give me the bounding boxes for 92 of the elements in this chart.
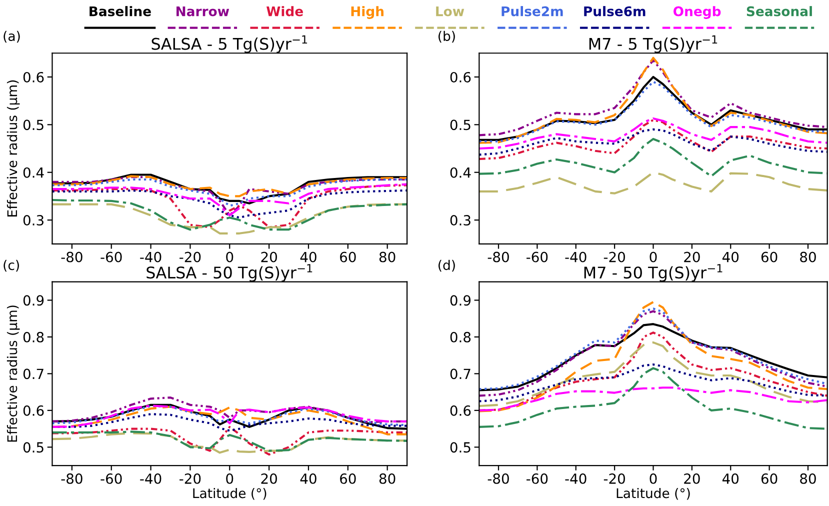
y-tick-label: 0.6 <box>450 72 471 82</box>
text: Narrow <box>176 6 230 16</box>
line-series <box>52 184 408 228</box>
y-axis-title: Effective radius (μm) <box>6 80 20 216</box>
x-tick-label: -40 <box>140 252 162 262</box>
line-series <box>479 386 828 412</box>
text: Wide <box>266 6 303 16</box>
x-tick-label: -60 <box>526 252 548 262</box>
x-tick-label: 40 <box>722 473 739 484</box>
chart-title: M7 - 5 Tg(S)yr$^{−1}$ <box>589 35 718 53</box>
x-tick-label: 20 <box>261 252 277 262</box>
y-tick-label: 0.5 <box>23 120 44 130</box>
line-series <box>479 138 828 178</box>
line-series <box>479 341 828 408</box>
text: High <box>351 6 384 19</box>
y-axis-title: Effective radius (μm) <box>6 306 20 442</box>
line-series <box>479 367 828 430</box>
x-tick-label: 60 <box>340 473 356 484</box>
chart-title: M7 - 50 Tg(S)yr$^{−1}$ <box>584 264 722 282</box>
x-tick-label: 20 <box>684 473 700 484</box>
x-tick-label: 20 <box>684 252 700 262</box>
x-tick-label: -20 <box>180 473 201 484</box>
text: (a) <box>4 30 20 43</box>
x-tick-label: -40 <box>140 473 162 484</box>
x-tick-label: 40 <box>722 252 739 262</box>
text: (c) <box>4 260 19 272</box>
x-tick-label: -20 <box>604 473 625 484</box>
x-tick-label: -80 <box>61 252 82 262</box>
line-series <box>479 171 828 194</box>
y-tick-label: 0.9 <box>23 295 44 306</box>
x-tick-label: 0 <box>650 473 657 484</box>
x-axis-title: Latitude (°) <box>193 488 266 500</box>
y-tick-label: 0.9 <box>450 295 471 306</box>
line-series <box>479 118 828 160</box>
y-tick-label: 0.6 <box>23 405 44 416</box>
x-tick-label: -20 <box>604 252 625 262</box>
x-tick-label: -40 <box>565 473 586 484</box>
line-series <box>479 117 828 150</box>
text: Onegb <box>673 6 721 19</box>
line-series <box>52 189 408 219</box>
text: Pulse6m <box>584 6 646 16</box>
x-tick-label: 0 <box>226 473 234 484</box>
x-tick-label: -60 <box>526 473 548 484</box>
y-tick-label: 0.4 <box>23 167 44 178</box>
y-tick-label: 0.5 <box>450 120 470 130</box>
x-tick-label: 0 <box>650 252 657 262</box>
x-tick-label: 20 <box>261 473 277 484</box>
x-tick-label: 60 <box>761 473 778 484</box>
line-series <box>52 176 408 216</box>
x-tick-label: 40 <box>300 252 316 262</box>
x-tick-label: -80 <box>61 473 82 484</box>
chart-title: SALSA - 5 Tg(S)yr$^{−1}$ <box>152 35 308 53</box>
text: (b) <box>438 30 455 43</box>
x-tick-label: -60 <box>100 252 122 262</box>
y-tick-label: 0.4 <box>450 167 471 178</box>
x-tick-label: 0 <box>226 252 234 262</box>
x-tick-label: 80 <box>800 473 816 484</box>
x-tick-label: 40 <box>300 473 316 484</box>
y-tick-label: 0.3 <box>450 215 470 226</box>
x-tick-label: -60 <box>100 473 122 484</box>
text: Baseline <box>90 6 151 16</box>
x-tick-label: 60 <box>340 252 356 262</box>
x-axis-title: Latitude (°) <box>616 488 690 500</box>
text: Pulse2m <box>502 6 563 16</box>
x-tick-label: -40 <box>565 252 586 262</box>
y-tick-label: 0.7 <box>23 368 44 380</box>
x-tick-label: -20 <box>180 252 201 262</box>
line-series <box>52 178 408 207</box>
line-series <box>52 183 408 216</box>
x-tick-label: -80 <box>488 473 509 484</box>
line-series <box>479 128 828 156</box>
y-tick-label: 0.7 <box>450 368 470 380</box>
x-tick-label: 60 <box>761 252 778 262</box>
x-tick-label: 80 <box>379 252 396 262</box>
y-tick-label: 0.3 <box>23 215 44 226</box>
y-tick-label: 0.6 <box>450 405 471 416</box>
x-tick-label: 80 <box>800 252 816 262</box>
line-series <box>479 301 828 412</box>
text: Low <box>436 6 464 16</box>
y-tick-label: 0.8 <box>450 332 471 342</box>
text: Seasonal <box>746 6 812 16</box>
y-tick-label: 0.5 <box>23 442 44 453</box>
text: (d) <box>438 260 455 272</box>
y-tick-label: 0.5 <box>450 442 470 453</box>
line-series <box>52 198 408 231</box>
y-tick-label: 0.6 <box>23 72 44 82</box>
x-tick-label: 80 <box>379 473 396 484</box>
line-series <box>52 175 408 198</box>
y-tick-label: 0.8 <box>23 332 44 342</box>
chart-title: SALSA - 50 Tg(S)yr$^{−1}$ <box>146 264 312 282</box>
x-tick-label: -80 <box>488 252 509 262</box>
line-series <box>52 426 408 456</box>
